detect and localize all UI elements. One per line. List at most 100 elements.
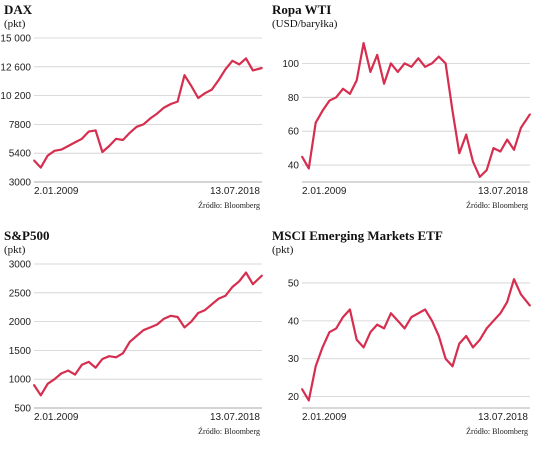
data-point [328, 331, 331, 334]
chart-panel-msci: MSCI Emerging Markets ETF (pkt) 20 30 40 50… [268, 226, 536, 451]
y-tick-labels: 3000 5400 7800 10 200 12 600 15 000 [0, 34, 31, 189]
gridlines [34, 37, 262, 183]
chart-unit: (pkt) [4, 18, 26, 30]
y-tick-label: 80 [288, 93, 300, 104]
data-point [39, 166, 42, 169]
data-point [355, 79, 358, 82]
data-point [122, 139, 124, 141]
data-point [60, 372, 63, 375]
data-point [301, 388, 303, 390]
data-point [197, 97, 200, 99]
data-point [231, 286, 234, 288]
data-point [128, 131, 131, 134]
chart-panel-dax: DAX (pkt) 3000 5400 7800 10 200 12 600 15 000… [0, 0, 268, 225]
data-point [376, 323, 379, 326]
data-point [383, 327, 385, 330]
data-point [506, 138, 509, 141]
data-point [458, 342, 461, 345]
data-point [261, 67, 263, 69]
series-line [301, 278, 531, 402]
data-point [403, 62, 406, 65]
data-point [424, 65, 427, 68]
data-point [87, 130, 90, 133]
data-point [115, 356, 117, 359]
chart-dax: DAX (pkt) 3000 5400 7800 10 200 12 600 15 000… [0, 2, 263, 210]
data-point [156, 323, 159, 326]
series-line [33, 57, 263, 169]
start-date-label: 2.01.2009 [302, 412, 347, 423]
data-point [362, 346, 365, 349]
data-point [410, 316, 413, 318]
data-point [328, 99, 331, 102]
data-point [431, 319, 433, 322]
data-point [251, 69, 254, 72]
data-point [383, 82, 385, 85]
source-label: Źródło: Bloomberg [466, 426, 528, 436]
series-line [301, 41, 531, 178]
source-label: Źródło: Bloomberg [466, 200, 528, 210]
y-tick-label: 500 [14, 404, 31, 415]
data-point [519, 126, 522, 129]
data-point [190, 85, 193, 87]
series-line [33, 271, 263, 397]
data-point [101, 151, 104, 153]
y-tick-label: 12 600 [0, 62, 31, 73]
data-point [499, 150, 502, 153]
data-point [67, 369, 70, 372]
data-point [492, 319, 495, 322]
data-point [478, 176, 481, 178]
data-point [417, 312, 420, 315]
data-point [342, 316, 344, 318]
data-point [217, 297, 220, 300]
end-date-label: 13.07.2018 [478, 412, 528, 423]
y-tick-label: 30 [288, 354, 300, 365]
data-point [108, 355, 111, 358]
y-tick-label: 10 200 [0, 91, 31, 102]
data-point [465, 335, 468, 337]
data-point [33, 384, 35, 386]
data-point [410, 65, 413, 68]
data-point [204, 309, 206, 311]
chart-panel-sp500: S&P500 (pkt) 500 1000 1500 2000 2500 3000 2.0… [0, 226, 268, 451]
data-point [142, 329, 145, 332]
data-point [492, 147, 495, 150]
y-tick-label: 40 [288, 161, 300, 172]
data-point [444, 357, 447, 360]
data-point [529, 113, 531, 116]
chart-panel-wti: Ropa WTI (USD/baryłka) 40 60 80 100 2.01.20… [268, 0, 536, 225]
y-tick-labels: 500 1000 1500 2000 2500 3000 [9, 260, 32, 415]
data-point [135, 125, 138, 128]
data-point [478, 338, 481, 341]
data-point [321, 346, 324, 349]
y-tick-label: 100 [282, 59, 299, 70]
chart-wti: Ropa WTI (USD/baryłka) 40 60 80 100 2.01.20… [272, 2, 531, 210]
data-point [46, 382, 49, 385]
source-label: Źródło: Bloomberg [198, 426, 260, 436]
data-point [60, 148, 63, 151]
data-point [485, 327, 488, 330]
data-point [342, 87, 344, 90]
data-point [424, 308, 427, 311]
data-point [301, 155, 303, 158]
data-point [142, 123, 145, 126]
data-point [245, 57, 247, 60]
data-point [169, 314, 172, 317]
end-date-label: 13.07.2018 [210, 186, 260, 197]
chart-title: S&P500 [4, 228, 50, 243]
y-tick-label: 3000 [9, 178, 32, 189]
gridlines [302, 282, 530, 409]
y-tick-labels: 40 60 80 100 [282, 59, 299, 172]
chart-unit: (pkt) [272, 244, 294, 256]
data-point [94, 366, 97, 369]
chart-msci: MSCI Emerging Markets ETF (pkt) 20 30 40 50… [272, 228, 531, 436]
data-point [444, 62, 447, 65]
y-tick-labels: 20 30 40 50 [288, 278, 300, 403]
data-point [163, 106, 165, 109]
data-point [465, 133, 468, 136]
data-point [101, 358, 104, 360]
data-point [53, 378, 56, 381]
chart-unit: (pkt) [4, 244, 26, 256]
series-line-path [301, 278, 531, 402]
y-tick-label: 40 [288, 316, 300, 327]
data-point [362, 42, 365, 44]
